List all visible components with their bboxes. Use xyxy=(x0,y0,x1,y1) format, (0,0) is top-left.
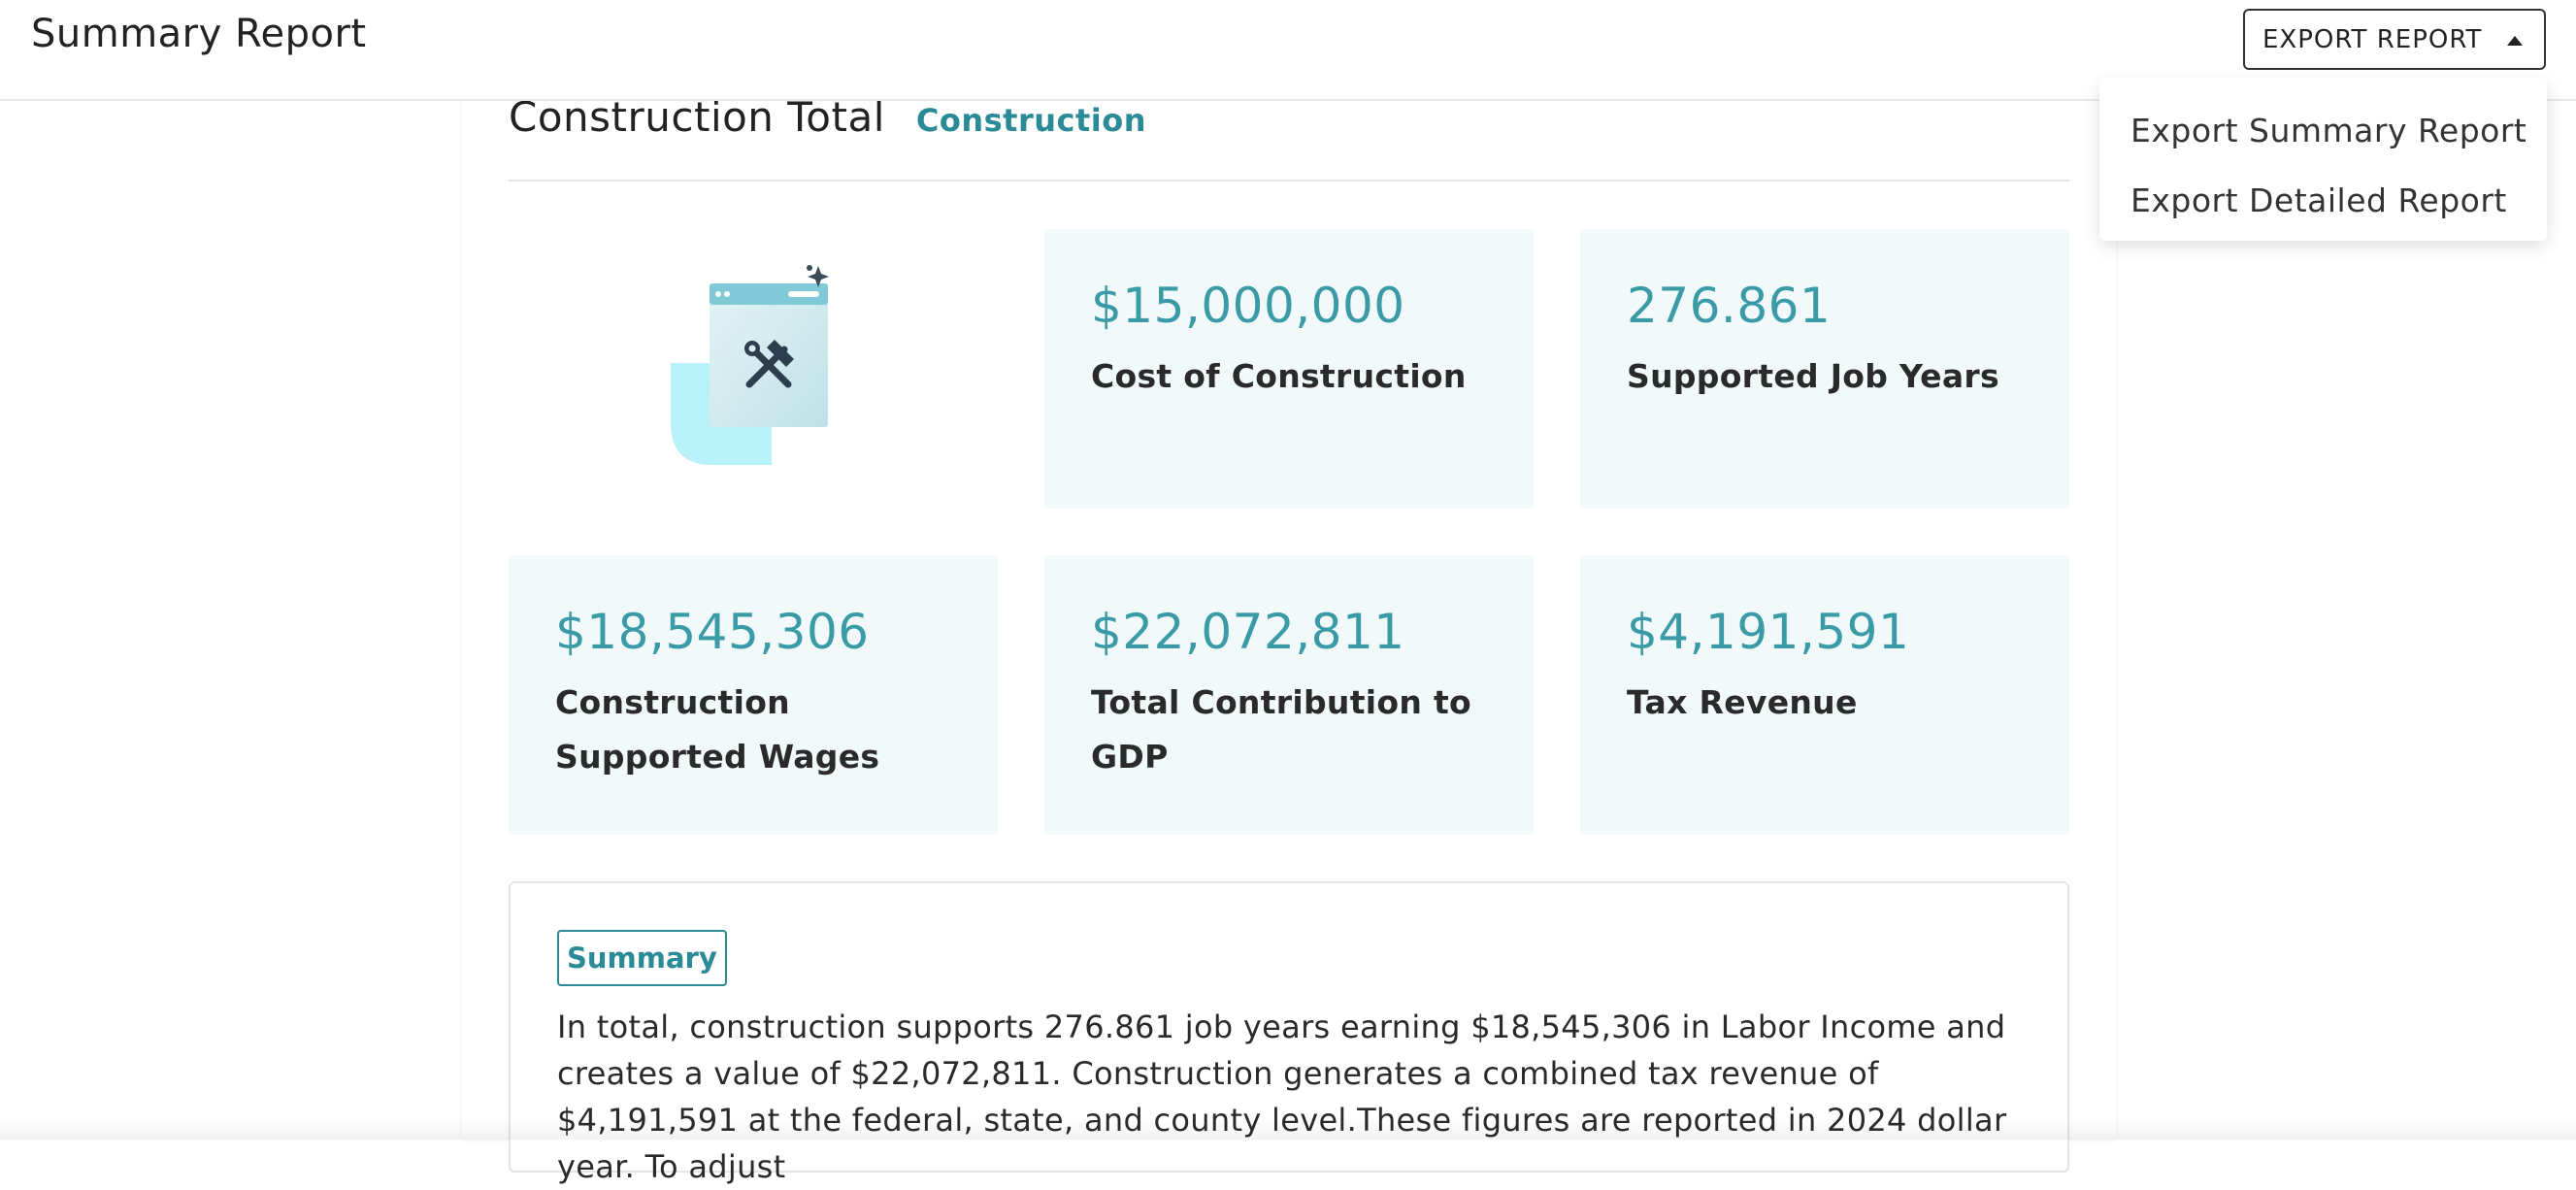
summary-text: In total, construction supports 276.861 … xyxy=(557,1008,2006,1185)
section-header: Construction Total Construction xyxy=(509,93,1146,144)
stat-label: Cost of Construction xyxy=(1091,357,1467,395)
stat-card-job-years: 276.861 Supported Job Years xyxy=(1580,229,2069,509)
section-title: Construction Total xyxy=(509,93,885,141)
export-menu: Export Summary Report Export Detailed Re… xyxy=(2099,78,2547,241)
summary-badge: Summary xyxy=(557,930,727,986)
menu-item-export-summary[interactable]: Export Summary Report xyxy=(2130,111,2527,149)
caret-up-icon xyxy=(2507,36,2523,46)
page-title: Summary Report xyxy=(31,12,367,56)
stat-label: Tax Revenue xyxy=(1627,683,1858,721)
construction-tools-icon xyxy=(509,229,998,509)
stat-card-wages: $18,545,306 Construction Supported Wages xyxy=(509,555,998,835)
stat-label: Total Contribution to GDP xyxy=(1091,683,1471,776)
stat-value: 276.861 xyxy=(1627,278,1832,334)
section-tag: Construction xyxy=(915,102,1147,139)
section-divider xyxy=(509,180,2069,182)
stat-card-cost: $15,000,000 Cost of Construction xyxy=(1044,229,1534,509)
stat-label: Supported Job Years xyxy=(1627,357,1999,395)
stat-card-tax-revenue: $4,191,591 Tax Revenue xyxy=(1580,555,2069,835)
scroll-fade xyxy=(0,1116,2576,1140)
stat-label: Construction Supported Wages xyxy=(555,683,880,776)
stat-value: $15,000,000 xyxy=(1091,278,1405,334)
stat-card-gdp: $22,072,811 Total Contribution to GDP xyxy=(1044,555,1534,835)
top-bar: Summary Report EXPORT REPORT xyxy=(0,0,2576,101)
export-report-label: EXPORT REPORT xyxy=(2262,24,2483,54)
stat-value: $22,072,811 xyxy=(1091,604,1405,660)
summary-box: Summary In total, construction supports … xyxy=(509,881,2069,1185)
menu-item-export-detailed[interactable]: Export Detailed Report xyxy=(2130,181,2507,219)
stat-value: $4,191,591 xyxy=(1627,604,1910,660)
export-report-button[interactable]: EXPORT REPORT xyxy=(2243,9,2546,70)
stat-value: $18,545,306 xyxy=(555,604,870,660)
